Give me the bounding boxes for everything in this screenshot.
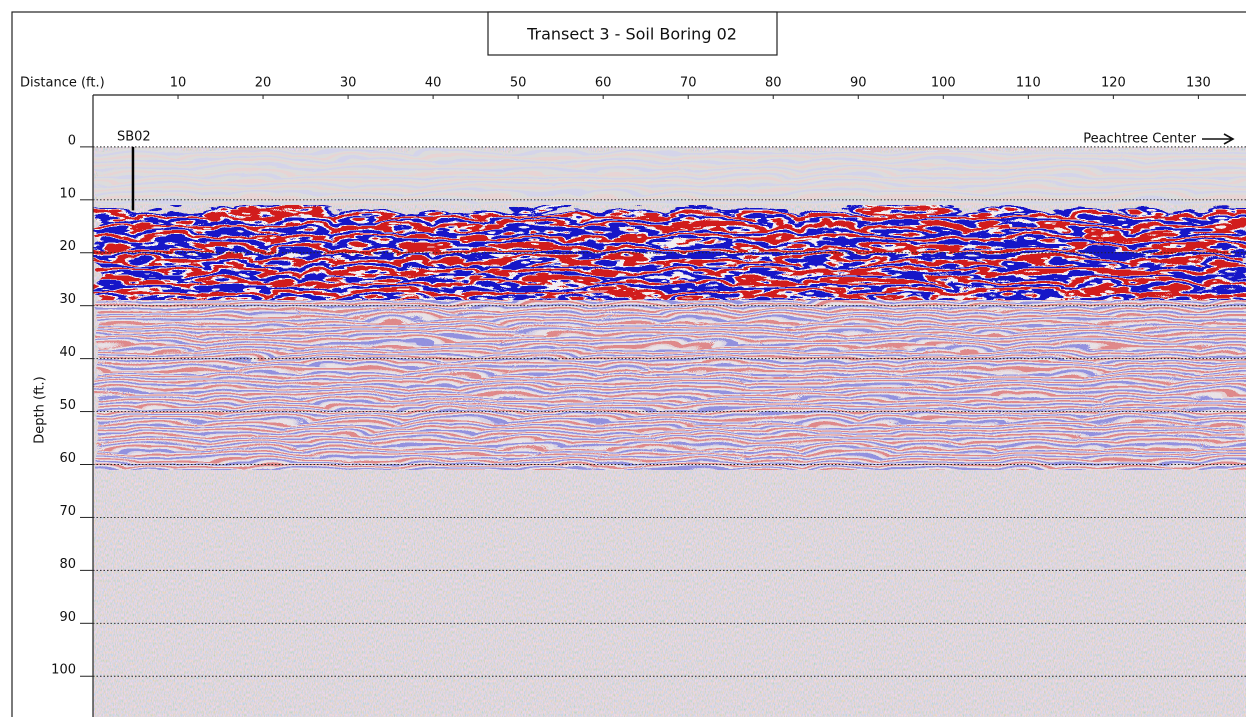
direction-label: Peachtree Center [1083, 132, 1196, 147]
x-tick-label: 130 [1186, 76, 1211, 91]
x-tick-label: 10 [170, 76, 187, 91]
y-tick-label: 10 [59, 186, 76, 201]
y-axis-label: Depth (ft.) [33, 376, 48, 443]
x-tick-label: 70 [680, 76, 697, 91]
x-tick-label: 120 [1101, 76, 1126, 91]
x-tick-label: 110 [1016, 76, 1041, 91]
x-tick-label: 90 [850, 76, 867, 91]
y-tick-label: 60 [59, 451, 76, 466]
y-tick-label: 50 [59, 398, 76, 413]
x-tick-label: 40 [425, 76, 442, 91]
y-tick-label: 80 [59, 557, 76, 572]
x-tick-label: 80 [765, 76, 782, 91]
y-tick-label: 90 [59, 610, 76, 625]
x-tick-label: 30 [340, 76, 357, 91]
radargram-image [93, 147, 1246, 717]
x-tick-label: 60 [595, 76, 612, 91]
title-box [487, 11, 778, 56]
x-tick-label: 100 [931, 76, 956, 91]
y-tick-label: 100 [51, 663, 76, 678]
y-tick-label: 0 [68, 133, 76, 148]
direction-arrow [1202, 133, 1235, 145]
y-tick-label: 40 [59, 345, 76, 360]
boring-label: SB02 [117, 130, 151, 145]
x-tick-label: 50 [510, 76, 527, 91]
x-tick-label: 20 [255, 76, 272, 91]
x-axis-label: Distance (ft.) [20, 76, 105, 91]
y-tick-label: 30 [59, 292, 76, 307]
y-tick-label: 70 [59, 504, 76, 519]
y-tick-label: 20 [59, 239, 76, 254]
chart-title: Transect 3 - Soil Boring 02 [526, 25, 737, 44]
